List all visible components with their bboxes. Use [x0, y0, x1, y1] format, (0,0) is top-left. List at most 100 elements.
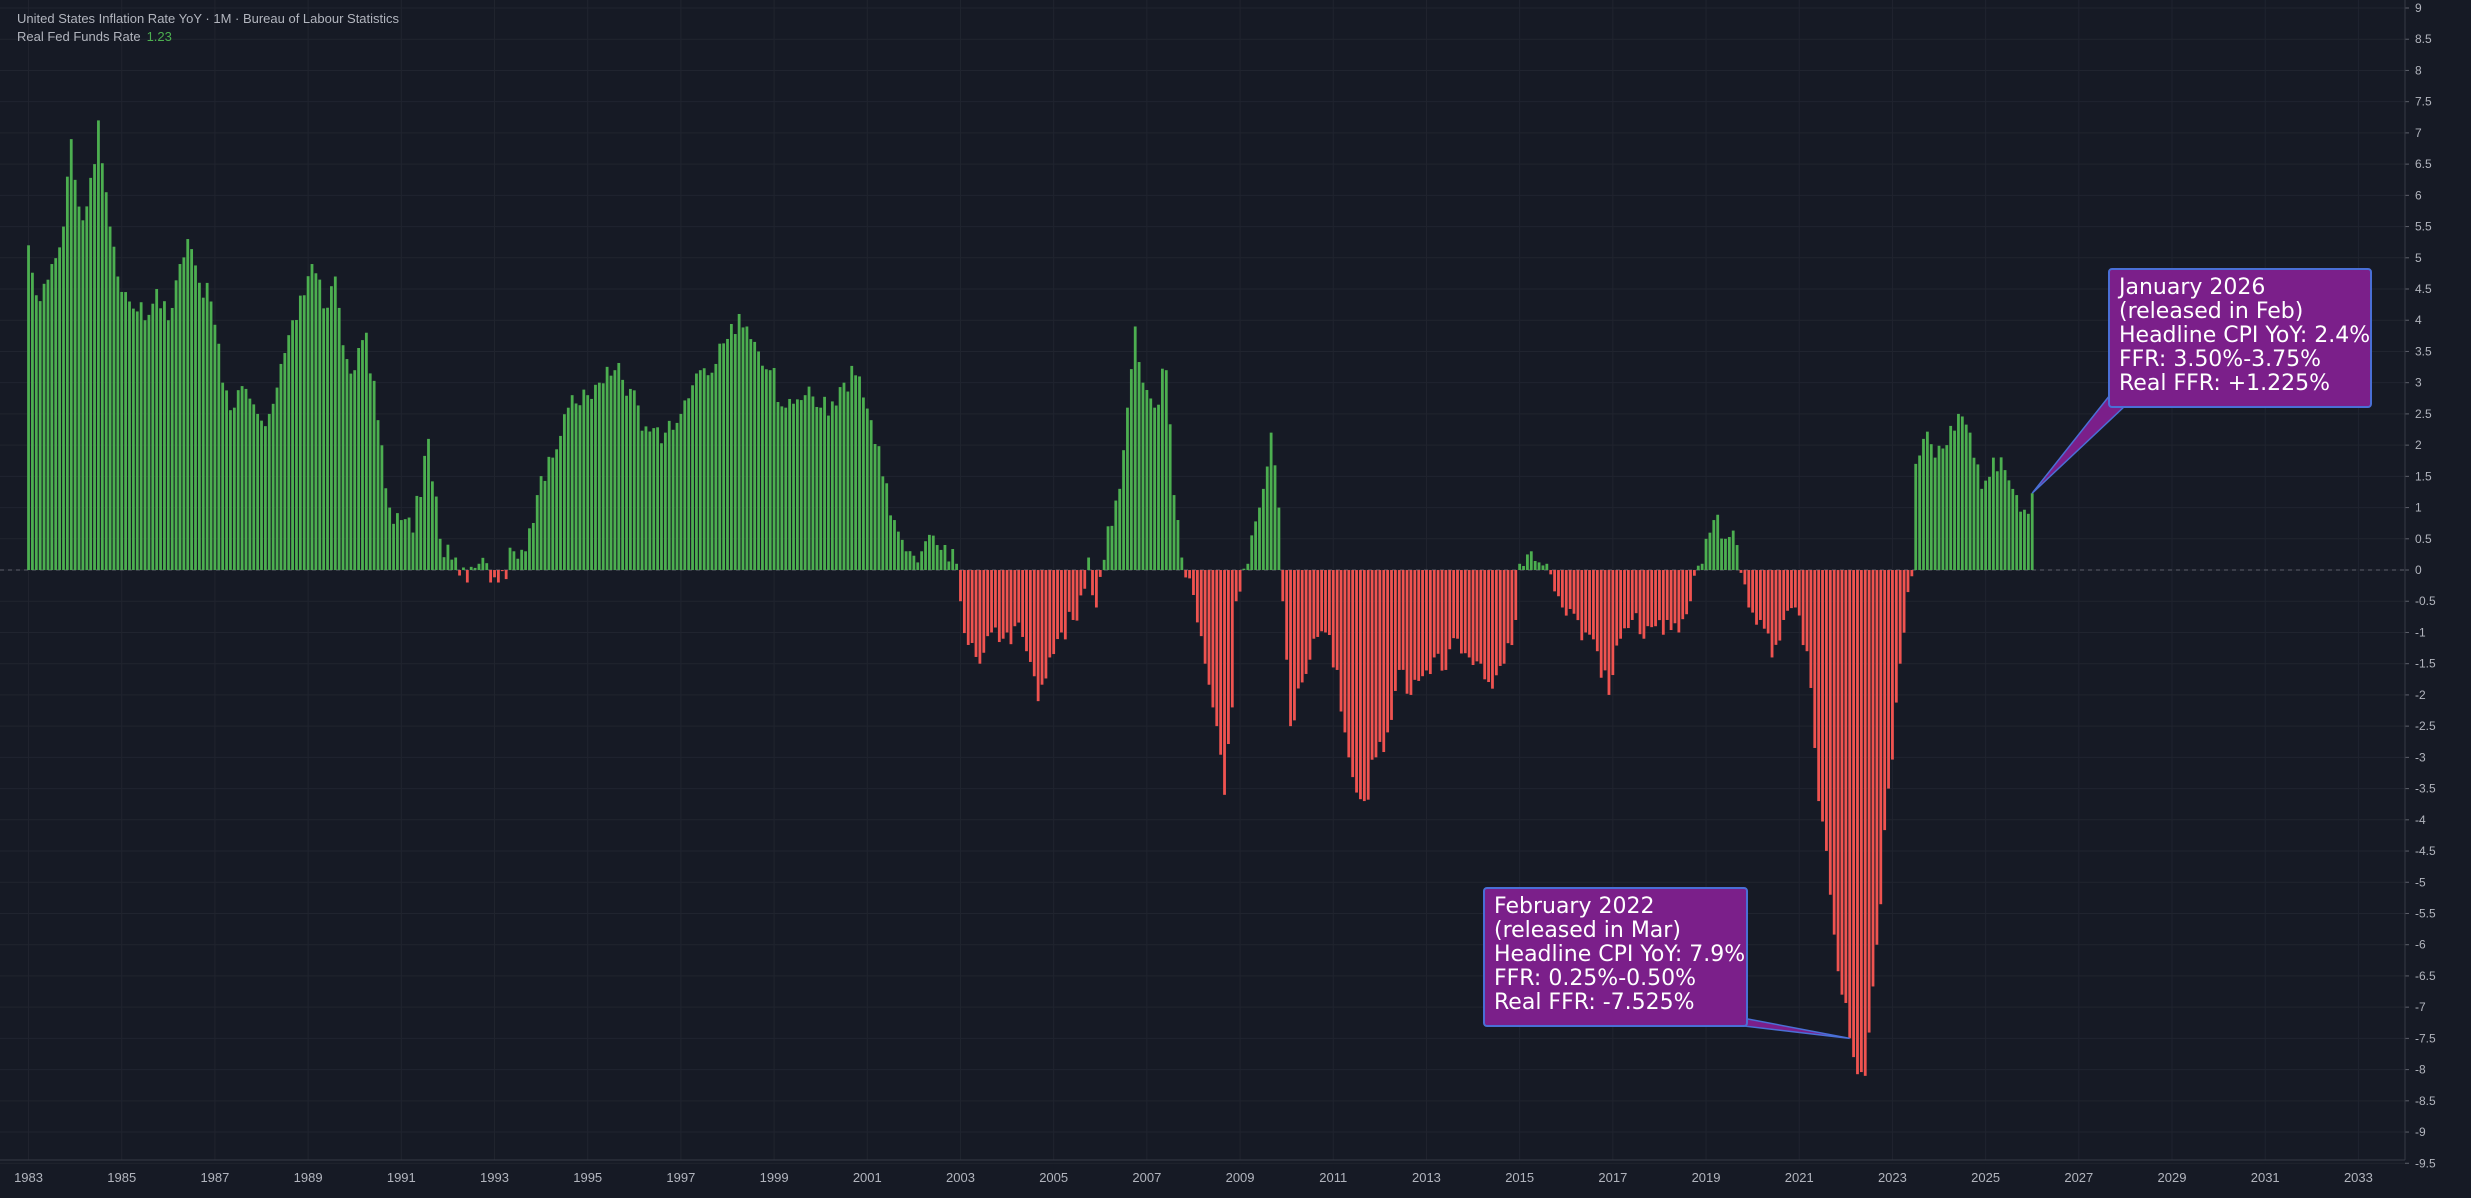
bar [252, 404, 256, 571]
bar [1623, 570, 1626, 629]
bar [1914, 463, 1918, 571]
bar [108, 226, 112, 571]
bar [671, 429, 675, 571]
callout-line: FFR: 0.25%-0.50% [1494, 966, 1697, 991]
bar [1199, 570, 1203, 637]
bar [116, 276, 120, 571]
bar [823, 396, 826, 571]
bar [271, 403, 275, 571]
bar [881, 476, 885, 571]
bar [1335, 570, 1339, 670]
bar [986, 570, 990, 637]
bar [1487, 570, 1490, 683]
bar [54, 258, 58, 571]
bar [1984, 480, 1988, 571]
bar [1405, 570, 1409, 694]
bar [1463, 570, 1467, 654]
bar [1428, 570, 1432, 675]
bar [1397, 570, 1401, 670]
axes: 9 8.5 8 7.5 7 6.5 6 5.5 5 4.5 4 3.5 3 2.5 2 1.5 1 0.5 0 -0.… [0, 0, 2436, 1185]
x-tick-label: 2015 [1505, 1170, 1534, 1185]
bar [1040, 570, 1044, 685]
bar [380, 445, 384, 571]
x-tick-label: 2033 [2344, 1170, 2373, 1185]
bar [1149, 398, 1153, 571]
x-tick-label: 2023 [1878, 1170, 1907, 1185]
bar [469, 566, 473, 571]
callout-jan-2026[interactable]: January 2026 (released in Feb) Headline … [2108, 268, 2372, 408]
bar [174, 280, 178, 571]
bar [232, 407, 236, 571]
x-tick-label: 2011 [1319, 1170, 1347, 1185]
bar [1164, 370, 1168, 571]
bar [1541, 565, 1545, 571]
bar [384, 488, 388, 571]
bar [780, 406, 784, 571]
bar [1953, 430, 1956, 571]
bar [1522, 566, 1525, 571]
bar [322, 308, 326, 571]
bar [1638, 570, 1642, 635]
bar [784, 407, 788, 571]
bar [388, 507, 392, 571]
bar [128, 301, 131, 571]
legend-indicator: Real Fed Funds Rate 1.23 [17, 28, 399, 46]
bar [761, 365, 764, 571]
bar [749, 339, 753, 571]
bar [403, 519, 407, 571]
bar [1005, 570, 1009, 633]
x-tick-label: 2027 [2064, 1170, 2093, 1185]
bar [1483, 570, 1487, 680]
bar [621, 379, 625, 571]
bar [1957, 413, 1960, 571]
bar [1203, 570, 1207, 664]
bar [85, 206, 89, 571]
bar [846, 391, 850, 571]
bar [260, 420, 263, 571]
bar [819, 407, 823, 571]
bar [2003, 470, 2007, 571]
callout-feb-2022[interactable]: February 2022 (released in Mar) Headline… [1483, 887, 1748, 1027]
y-tick-label: -8.5 [2415, 1094, 2436, 1108]
bar [648, 431, 652, 571]
bar [1417, 570, 1421, 681]
y-tick-label: -3 [2415, 750, 2426, 764]
bar [943, 544, 947, 571]
x-tick-label: 2013 [1412, 1170, 1441, 1185]
bar [1048, 570, 1052, 658]
bar [1289, 570, 1292, 727]
bar [1300, 570, 1304, 683]
bar [2015, 495, 2019, 571]
bar [947, 561, 951, 571]
bar [1370, 570, 1374, 760]
bar [1619, 570, 1623, 639]
bar [462, 567, 465, 571]
y-tick-label: -6 [2415, 938, 2426, 952]
bar [415, 495, 419, 571]
bar [1157, 404, 1160, 571]
callout-line: (released in Mar) [1494, 918, 1681, 943]
bar [1242, 568, 1246, 571]
bar [1102, 559, 1106, 571]
bar [504, 570, 508, 580]
y-tick-label: -7 [2415, 1000, 2426, 1014]
bar [1988, 476, 1991, 571]
bar [1195, 570, 1199, 623]
bar [120, 291, 124, 571]
bar [555, 449, 559, 571]
bar [1393, 570, 1397, 691]
bar [1964, 424, 1968, 571]
bar [489, 570, 493, 583]
bar [1887, 570, 1890, 789]
y-tick-label: 6 [2415, 188, 2422, 202]
bar [170, 307, 174, 571]
bar [1374, 570, 1378, 758]
bar [1316, 570, 1320, 637]
bar [372, 380, 376, 571]
bar [1533, 561, 1537, 571]
y-tick-label: -0.5 [2415, 594, 2436, 608]
bar [1401, 570, 1405, 670]
y-tick-label: -2 [2415, 688, 2426, 702]
